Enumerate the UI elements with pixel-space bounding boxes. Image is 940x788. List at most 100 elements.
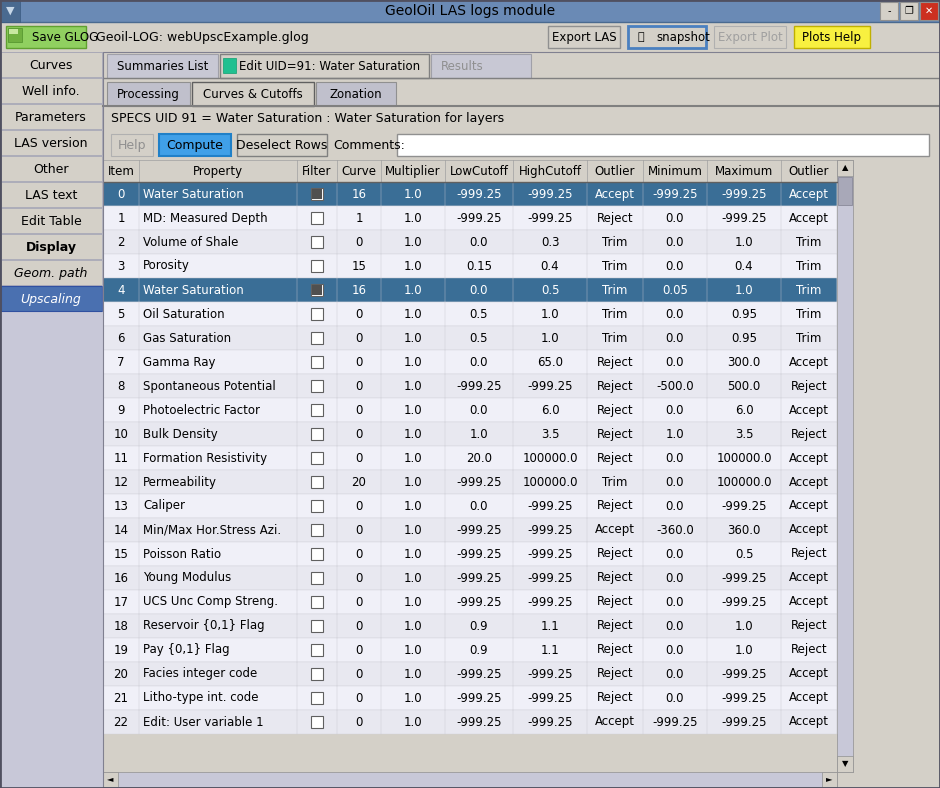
Text: Item: Item <box>107 165 134 177</box>
Text: 1.0: 1.0 <box>403 571 422 585</box>
Text: Porosity: Porosity <box>143 259 190 273</box>
Bar <box>311 572 323 584</box>
Text: Export Plot: Export Plot <box>717 31 782 43</box>
Text: 100000.0: 100000.0 <box>716 475 772 489</box>
Text: Well info.: Well info. <box>23 84 80 98</box>
Bar <box>316 82 396 106</box>
Text: Accept: Accept <box>595 188 635 200</box>
Text: LAS version: LAS version <box>14 136 87 150</box>
Bar <box>548 26 620 48</box>
Text: Plots Help: Plots Help <box>803 31 861 43</box>
Text: 1.1: 1.1 <box>540 619 559 633</box>
Text: 0.0: 0.0 <box>470 284 488 296</box>
Text: -999.25: -999.25 <box>527 188 572 200</box>
Bar <box>6 26 86 48</box>
Bar <box>1 78 102 103</box>
Text: Trim: Trim <box>796 307 822 321</box>
Bar <box>311 500 323 512</box>
Bar <box>837 160 853 772</box>
Text: Trim: Trim <box>603 332 628 344</box>
Text: Edit UID=91: Water Saturation: Edit UID=91: Water Saturation <box>239 60 420 72</box>
Text: 500.0: 500.0 <box>728 380 760 392</box>
Text: Accept: Accept <box>789 403 829 417</box>
Text: 13: 13 <box>114 500 129 512</box>
Bar <box>628 26 706 48</box>
Text: Maximum: Maximum <box>715 165 773 177</box>
Text: 0: 0 <box>355 716 363 728</box>
Text: 1.0: 1.0 <box>403 259 422 273</box>
Text: Filter: Filter <box>303 165 332 177</box>
Text: 1.0: 1.0 <box>403 355 422 369</box>
Text: 3.5: 3.5 <box>540 428 559 440</box>
Text: 0: 0 <box>355 667 363 681</box>
Text: Trim: Trim <box>603 259 628 273</box>
Text: -360.0: -360.0 <box>656 523 694 537</box>
Text: 1.0: 1.0 <box>403 380 422 392</box>
Text: -999.25: -999.25 <box>652 716 697 728</box>
Bar <box>103 590 837 614</box>
Text: 0.0: 0.0 <box>666 355 684 369</box>
Text: -999.25: -999.25 <box>456 523 502 537</box>
Bar <box>311 380 323 392</box>
Text: Trim: Trim <box>796 332 822 344</box>
Text: 0.0: 0.0 <box>666 259 684 273</box>
Text: 0: 0 <box>355 571 363 585</box>
Bar <box>312 285 322 295</box>
Text: Reject: Reject <box>597 500 634 512</box>
Text: 0.9: 0.9 <box>470 644 488 656</box>
Text: Gamma Ray: Gamma Ray <box>143 355 215 369</box>
Text: -999.25: -999.25 <box>527 523 572 537</box>
Text: ►: ► <box>825 775 832 783</box>
Text: 100000.0: 100000.0 <box>523 452 578 464</box>
Text: 7: 7 <box>118 355 125 369</box>
Text: Litho-type int. code: Litho-type int. code <box>143 692 258 704</box>
Text: Results: Results <box>441 60 483 72</box>
Bar <box>103 206 837 230</box>
Text: -999.25: -999.25 <box>456 716 502 728</box>
Text: -999.25: -999.25 <box>721 692 767 704</box>
Text: 18: 18 <box>114 619 129 633</box>
Text: Accept: Accept <box>789 355 829 369</box>
Text: Trim: Trim <box>603 475 628 489</box>
Text: 3: 3 <box>118 259 125 273</box>
Text: Curve: Curve <box>341 165 377 177</box>
Text: -500.0: -500.0 <box>656 380 694 392</box>
Bar <box>103 302 837 326</box>
Text: ▼: ▼ <box>841 760 848 768</box>
Bar <box>311 548 323 560</box>
Bar <box>192 82 314 106</box>
Bar <box>311 596 323 608</box>
Text: ✕: ✕ <box>925 6 933 16</box>
Text: Reject: Reject <box>791 428 827 440</box>
Text: -999.25: -999.25 <box>456 211 502 225</box>
Text: Accept: Accept <box>595 523 635 537</box>
Text: Deselect Rows: Deselect Rows <box>236 139 328 151</box>
Text: 11: 11 <box>114 452 129 464</box>
Bar <box>103 686 837 710</box>
Text: 20.0: 20.0 <box>466 452 492 464</box>
Bar <box>880 2 898 20</box>
Text: 8: 8 <box>118 380 125 392</box>
Text: 0: 0 <box>355 596 363 608</box>
Text: -999.25: -999.25 <box>721 188 767 200</box>
Text: 1.0: 1.0 <box>403 500 422 512</box>
Text: Gas Saturation: Gas Saturation <box>143 332 231 344</box>
Text: Accept: Accept <box>789 475 829 489</box>
Text: 6: 6 <box>118 332 125 344</box>
Bar <box>311 692 323 704</box>
Text: Young Modulus: Young Modulus <box>143 571 231 585</box>
Text: Pay {0,1} Flag: Pay {0,1} Flag <box>143 644 229 656</box>
Bar <box>103 52 940 788</box>
Text: 0: 0 <box>355 355 363 369</box>
Text: -999.25: -999.25 <box>652 188 697 200</box>
Bar <box>1 182 102 207</box>
Bar <box>312 189 322 199</box>
Text: 0: 0 <box>355 236 363 248</box>
Bar <box>311 212 323 224</box>
Text: Accept: Accept <box>789 716 829 728</box>
Text: Compute: Compute <box>166 139 224 151</box>
Text: 1.0: 1.0 <box>403 236 422 248</box>
Bar <box>107 54 218 78</box>
Text: 0: 0 <box>355 452 363 464</box>
Text: 0: 0 <box>355 523 363 537</box>
